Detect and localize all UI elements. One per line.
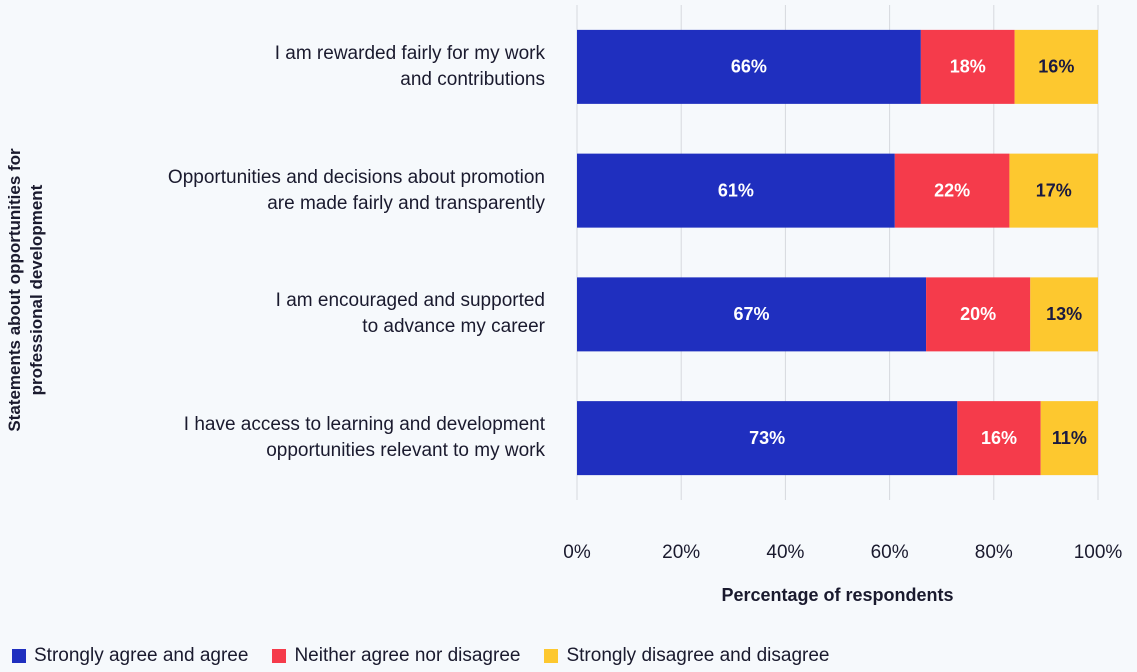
- bar-segment: [1009, 153, 1098, 228]
- data-label: 20%: [960, 304, 996, 324]
- legend-label: Neither agree nor disagree: [294, 645, 521, 666]
- category-label: I am rewarded fairly for my work and con…: [274, 42, 545, 90]
- x-tick-label: 100%: [1074, 542, 1123, 563]
- bar-segment: [894, 153, 1010, 228]
- data-label: 11%: [1052, 428, 1087, 448]
- legend-swatch: [544, 649, 559, 663]
- bar-segment: [920, 29, 1015, 104]
- x-tick-label: 40%: [766, 542, 804, 563]
- category-label: I am encouraged and supported to advance…: [275, 290, 545, 338]
- data-label: 13%: [1046, 304, 1082, 324]
- data-label: 66%: [731, 57, 767, 77]
- bar-segment: [577, 401, 958, 476]
- data-label: 18%: [950, 57, 986, 77]
- y-axis-title: Statements about opportunities for profe…: [5, 148, 46, 432]
- legend: Strongly agree and agree Neither agree no…: [12, 645, 829, 667]
- legend-swatch: [272, 649, 287, 663]
- bar-segment: [577, 277, 927, 352]
- x-tick-label: 20%: [662, 542, 700, 563]
- bar-segment: [1030, 277, 1098, 352]
- data-label: 73%: [749, 428, 785, 448]
- bar-segment: [926, 277, 1031, 352]
- category-label: Opportunities and decisions about promot…: [167, 166, 545, 214]
- x-tick-label: 0%: [563, 542, 591, 563]
- legend-item: Strongly agree and agree: [12, 645, 248, 667]
- bar-segment: [577, 153, 895, 228]
- bar-segment: [1040, 401, 1098, 476]
- data-label: 67%: [734, 304, 770, 324]
- bar-segment: [1014, 29, 1098, 104]
- legend-label: Strongly disagree and disagree: [566, 645, 830, 666]
- bar-segment: [957, 401, 1041, 476]
- data-label: 22%: [934, 180, 970, 200]
- legend-swatch: [12, 649, 26, 663]
- legend-item: Strongly disagree and disagree: [544, 645, 829, 667]
- category-label: I have access to learning and developmen…: [183, 414, 545, 462]
- data-label: 16%: [981, 428, 1017, 448]
- legend-item: Neither agree nor disagree: [272, 645, 520, 667]
- data-label: 16%: [1038, 57, 1074, 77]
- x-tick-label: 60%: [871, 542, 909, 563]
- bar-segment: [577, 29, 921, 104]
- legend-label: Strongly agree and agree: [34, 645, 249, 666]
- data-label: 17%: [1036, 180, 1072, 200]
- x-axis-title: Percentage of respondents: [721, 585, 954, 605]
- x-tick-label: 80%: [975, 542, 1013, 563]
- data-label: 61%: [718, 180, 754, 200]
